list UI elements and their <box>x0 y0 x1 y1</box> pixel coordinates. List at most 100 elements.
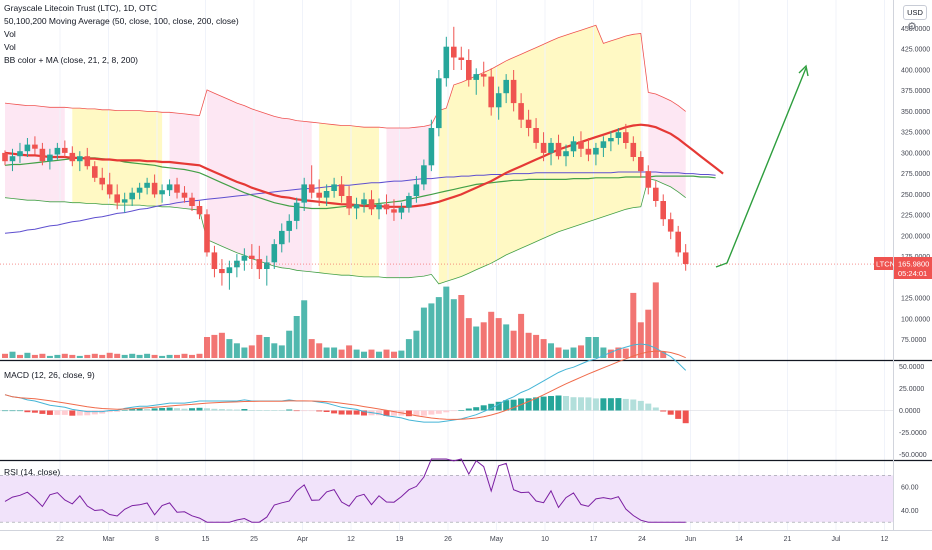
volume-bar <box>368 349 375 358</box>
macd-histogram-bar <box>570 397 577 411</box>
volume-bar <box>428 303 435 358</box>
volume-bar <box>159 355 166 358</box>
candle-body <box>308 184 315 193</box>
macd-histogram-bar <box>660 410 667 412</box>
candle-body <box>391 209 397 213</box>
macd-histogram-bar <box>465 408 472 411</box>
candle-body <box>406 196 412 208</box>
candle-body <box>114 194 120 203</box>
legend-volume-1[interactable]: Vol <box>4 29 16 39</box>
candle-layer <box>2 26 689 290</box>
price-tick-label: 225.0000 <box>901 213 930 220</box>
macd-histogram-bar <box>361 410 367 416</box>
time-tick-label: 25 <box>250 536 258 543</box>
macd-tick-label: 0.0000 <box>899 408 921 415</box>
symbol-tag-label: LTCN <box>876 260 895 269</box>
macd-histogram-bar <box>413 410 420 416</box>
macd-histogram-bar <box>323 410 330 412</box>
candle-body <box>443 46 450 79</box>
volume-bar <box>166 354 173 359</box>
volume-bar <box>2 353 8 358</box>
legend-bollinger[interactable]: BB color + MA (close, 21, 2, 8, 200) <box>4 55 138 65</box>
bb-upper-line <box>4 24 686 129</box>
legend-volume-2[interactable]: Vol <box>4 42 16 52</box>
volume-bar <box>331 347 338 358</box>
volume-bar <box>31 354 38 359</box>
candle-body <box>361 199 367 205</box>
macd-histogram-bar <box>510 399 517 411</box>
volume-bar <box>473 326 480 358</box>
macd-histogram-bar <box>174 408 180 411</box>
candle-body <box>353 204 360 209</box>
candle-body <box>615 132 622 138</box>
volume-bar <box>39 353 46 358</box>
candle-body <box>264 262 270 269</box>
volume-bar <box>338 349 345 358</box>
candle-body <box>39 148 46 162</box>
gear-icon[interactable]: ⚙ <box>907 21 917 33</box>
price-tag <box>894 257 932 279</box>
volume-bar <box>84 354 91 359</box>
macd-histogram-bar <box>31 410 38 413</box>
volume-bar <box>54 354 61 359</box>
legend-macd[interactable]: MACD (12, 26, close, 9) <box>4 370 95 380</box>
legend-moving-average[interactable]: 50,100,200 Moving Average (50, close, 10… <box>4 16 239 26</box>
candle-body <box>578 141 584 149</box>
macd-histogram-bar <box>129 409 136 411</box>
bb-fill-segment <box>648 92 686 198</box>
symbol-tag <box>874 257 893 270</box>
macd-histogram-bar <box>69 410 76 416</box>
macd-histogram-bar <box>189 408 195 411</box>
candle-body <box>585 148 592 155</box>
volume-bar <box>278 345 285 358</box>
macd-histogram-bar <box>226 409 233 411</box>
volume-bar <box>592 337 599 358</box>
volume-bar <box>211 334 218 358</box>
volume-bar <box>585 337 592 358</box>
volume-bar <box>241 347 248 358</box>
volume-bar <box>458 295 465 358</box>
macd-histogram-bar <box>181 408 188 411</box>
candle-body <box>570 141 577 152</box>
macd-histogram-bar <box>503 400 510 411</box>
legend-rsi[interactable]: RSI (14, close) <box>4 467 61 477</box>
candle-body <box>413 184 420 196</box>
volume-bar <box>361 351 367 358</box>
time-tick-label: Jun <box>685 536 696 543</box>
candle-body <box>533 128 539 143</box>
macd-histogram-bar <box>682 410 689 424</box>
candle-body <box>9 156 16 162</box>
rsi-tick-label: 60.00 <box>901 485 919 492</box>
time-tick-label: 12 <box>881 536 889 543</box>
currency-button[interactable]: USD <box>903 5 927 20</box>
volume-bar <box>563 349 569 358</box>
price-tick-label: 450.0000 <box>901 26 930 33</box>
candle-body <box>593 147 599 155</box>
volume-bar <box>61 353 68 358</box>
candle-body <box>608 138 614 142</box>
bb-fill-segment <box>72 108 163 207</box>
volume-bar <box>450 299 457 358</box>
candle-body <box>323 191 330 198</box>
candle-body <box>503 79 509 94</box>
macd-histogram-bar <box>151 408 158 411</box>
candle-body <box>368 199 375 210</box>
candle-body <box>458 57 465 60</box>
rsi-layer <box>0 458 893 523</box>
candle-body <box>204 214 210 253</box>
time-tick-label: 14 <box>735 536 743 543</box>
volume-bar <box>503 324 510 358</box>
volume-bar <box>286 330 293 358</box>
time-tick-label: 22 <box>56 536 64 543</box>
candle-body <box>241 255 248 261</box>
macd-histogram-bar <box>555 395 562 411</box>
price-tick-label: 400.0000 <box>901 68 930 75</box>
macd-histogram-bar <box>405 410 412 417</box>
candle-body <box>376 204 382 210</box>
volume-bar <box>151 354 158 359</box>
volume-bar <box>405 339 412 358</box>
volume-bar <box>121 354 128 359</box>
countdown-label: 05:24:01 <box>898 269 927 278</box>
candle-body <box>279 230 285 245</box>
